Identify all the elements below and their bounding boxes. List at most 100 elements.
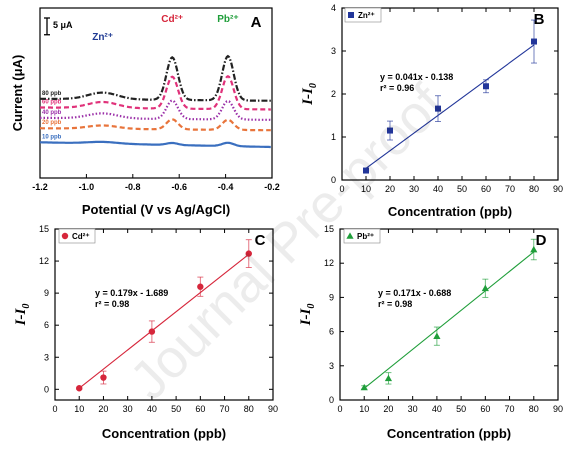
panel-c-ylabel: I-I0 [13,304,32,327]
panel-b-ylabel: I-I0 [300,83,319,106]
panel-b-data-point [387,127,393,134]
panel-c-xtick-label: 30 [123,404,133,414]
panel-b-xtick-label: 30 [409,184,419,194]
peak-label: Pb²⁺ [217,14,238,25]
panel-b-ytick-label: 3 [331,46,336,56]
panel-c-data-point [245,250,252,257]
panel-b-xtick-label: 70 [505,184,515,194]
panel-a-xtick-label: -0.6 [171,182,187,192]
panel-c-ytick-label: 0 [44,384,49,394]
panel-b-ytick-label: 1 [331,132,336,142]
voltammogram-20-ppb [40,118,271,132]
panel-d-xtick-label: 20 [383,404,393,414]
panel-a-xtick-label: -0.8 [125,182,141,192]
panel-b-equation: y = 0.041x - 0.138 [380,72,453,82]
series-label: 80 ppb [42,91,62,97]
panel-b-fit-line [365,44,535,169]
panel-c-data-point [100,374,107,381]
watermark: Journal Pre-proof [119,73,457,411]
panel-b-data-point [483,83,489,90]
voltammogram-40-ppb [40,99,271,121]
panel-c-xtick-label: 80 [244,404,254,414]
panel-b-xtick-label: 50 [457,184,467,194]
panel-c-frame [54,228,274,401]
panel-b-xlabel: Concentration (ppb) [388,204,512,219]
panel-d-ylabel-sub: 0 [306,304,317,309]
panel-b-ytick-label: 2 [331,89,336,99]
panel-b-legend-marker [348,12,354,18]
panel-d-ylabel: I-I0 [298,304,317,327]
panel-c-xtick-label: 70 [220,404,230,414]
panel-b-data-point [363,167,369,174]
panel-d-legend-box [343,228,381,244]
panel-d-data-point [384,374,393,382]
panel-d-ytick-label: 6 [329,327,334,337]
panel-c: 0 10 20 30 40 50 60 70 80 90 0 3 6 9 12 15 Concentration… [13,224,278,441]
panel-c-xtick-label: 10 [74,404,84,414]
panel-d-ylabel-main: I-I [298,308,314,327]
panel-c-xlabel: Concentration (ppb) [102,426,226,441]
panel-b-xtick-label: 80 [529,184,539,194]
panel-c-ylabel-main: I-I [13,308,29,327]
panel-d-ytick-label: 12 [324,258,334,268]
panel-b-data-point [531,38,537,45]
series-label: 40 ppb [42,110,62,116]
panel-c-legend-box [58,228,96,244]
panel-d-xtick-label: 10 [359,404,369,414]
peak-label: Zn²⁺ [92,32,113,43]
panel-c-legend-label: Cd²⁺ [72,232,90,241]
panel-b-xtick-label: 20 [385,184,395,194]
panel-d-xtick-label: 90 [553,404,563,414]
panel-d-xtick-label: 40 [432,404,442,414]
panel-a-xlabel: Potential (V vs Ag/AgCl) [82,202,230,217]
panel-b-ylabel-main: I-I [300,87,316,106]
panel-d-ytick-label: 15 [324,224,334,234]
panel-d-data-point [433,332,441,339]
panel-a-xtick-label: -1.0 [79,182,95,192]
panel-b-xtick-label: 90 [553,184,563,194]
panel-d-xtick-label: 30 [408,404,418,414]
voltammogram-80-ppb [40,54,271,102]
panel-d-frame [339,228,559,401]
panel-c-ylabel-sub: 0 [21,304,32,309]
panel-d-ytick-label: 9 [329,292,334,302]
panel-c-xtick-label: 20 [98,404,108,414]
panel-c-data-point [76,385,83,392]
panel-d-ytick-label: 0 [329,395,334,405]
panel-d: 0 10 20 30 40 50 60 70 80 90 0 3 6 9 12 15 Concentration… [298,224,563,441]
panel-d-data-point [360,383,368,391]
panel-b-legend: Zn²⁺ [344,7,382,23]
panel-b: 0 10 20 30 40 50 60 70 80 90 0 1 2 3 4 Concentration (p… [300,3,563,219]
panel-b-ytick-label: 0 [331,175,336,185]
peak-label: Cd²⁺ [161,14,183,25]
panel-b-legend-box [344,7,382,23]
panel-c-xtick-label: 0 [52,404,57,414]
panel-c-ytick-label: 12 [39,256,49,266]
panel-d-xtick-label: 50 [456,404,466,414]
panel-a-ylabel: Current (μA) [10,55,25,132]
panel-c-letter: C [255,232,266,249]
panel-d-data-point [530,245,538,253]
panel-d-legend-label: Pb²⁺ [357,232,374,241]
panel-d-xtick-label: 60 [480,404,490,414]
panel-d-ytick-label: 3 [329,361,334,371]
panel-d-xtick-label: 0 [337,404,342,414]
panel-a-xtick-label: -0.4 [218,182,234,192]
panel-c-equation: y = 0.179x - 1.689 [95,288,168,298]
panel-a-xtick-label: -0.2 [264,182,280,192]
panel-c-ytick-label: 9 [44,288,49,298]
panel-b-legend-label: Zn²⁺ [358,11,375,20]
scale-bar-label: 5 μA [53,20,73,30]
series-label: 20 ppb [42,120,62,126]
panel-b-ylabel-sub: 0 [308,83,319,88]
panel-d-r2: r² = 0.98 [378,299,412,309]
panel-c-r2: r² = 0.98 [95,299,129,309]
panel-d-xtick-label: 70 [505,404,515,414]
panel-d-letter: D [536,232,547,249]
panel-a-xtick-label: -1.2 [32,182,48,192]
panel-c-data-point [148,328,156,335]
series-label: 10 ppb [42,134,62,140]
panel-b-data-point [435,105,441,112]
panel-a: -1.2 -1.0 -0.8 -0.6 -0.4 -0.2 Potential (V vs … [10,7,280,217]
